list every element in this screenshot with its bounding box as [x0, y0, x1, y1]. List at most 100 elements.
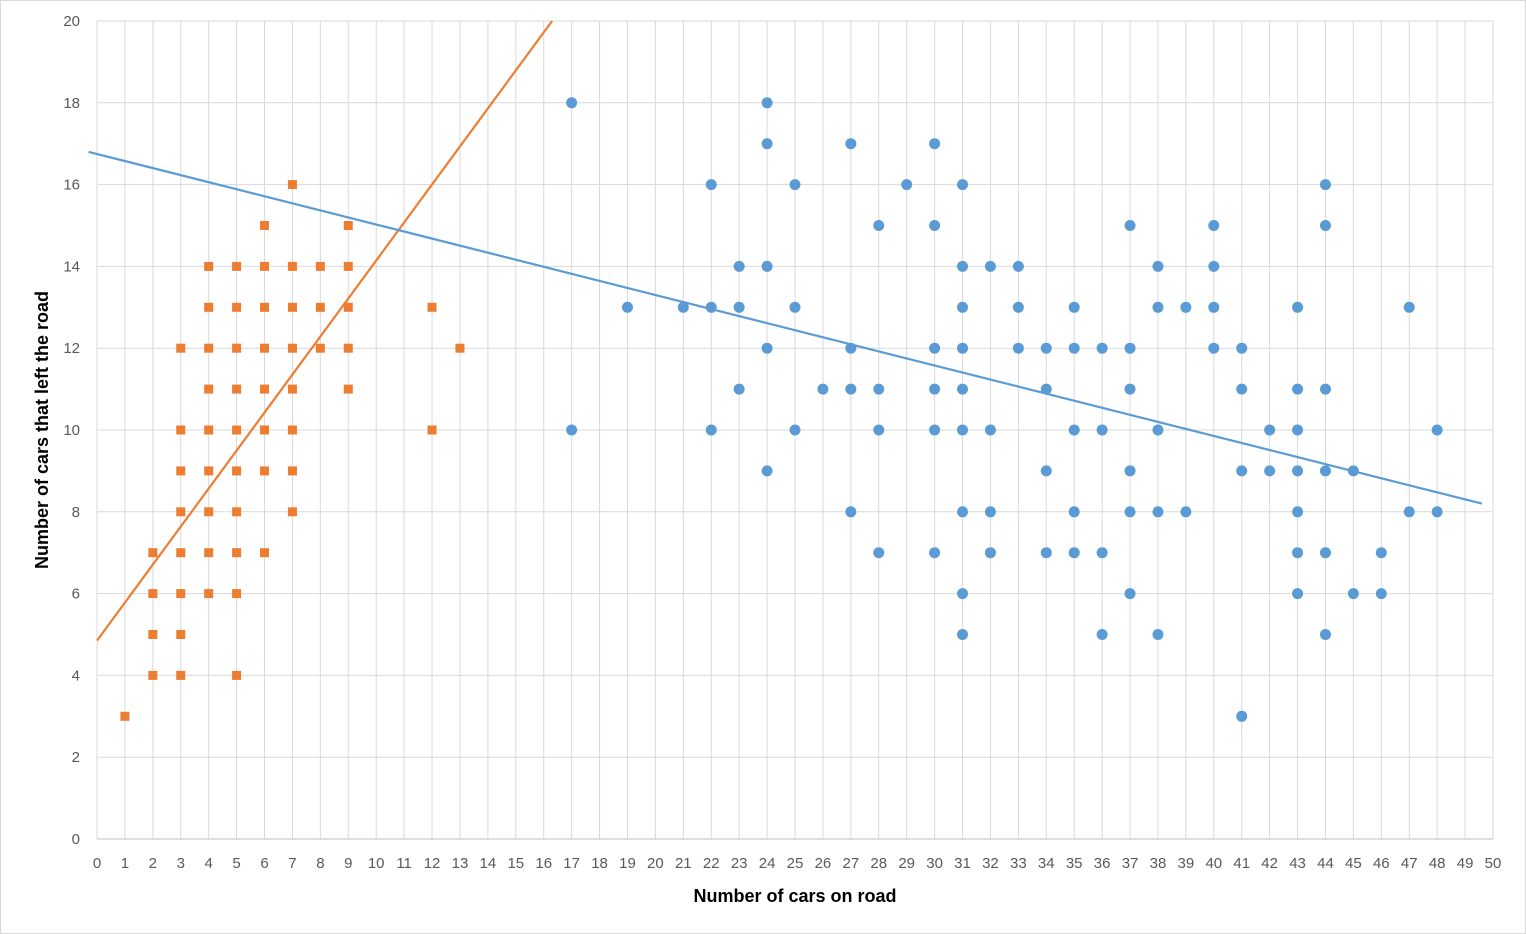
data-point-square — [204, 548, 214, 558]
data-point-square — [176, 466, 186, 476]
data-point-circle — [1068, 424, 1080, 436]
data-point-circle — [1208, 220, 1220, 231]
data-point-square — [260, 221, 270, 230]
data-point-square — [287, 302, 297, 312]
data-point-circle — [1152, 260, 1164, 272]
data-point-circle — [873, 547, 885, 559]
data-point-square — [260, 384, 270, 394]
x-tick-label: 11 — [396, 855, 412, 872]
data-point-square — [232, 466, 242, 476]
data-point-circle — [1124, 383, 1136, 395]
data-point-circle — [1403, 506, 1415, 518]
data-point-circle — [957, 629, 969, 640]
data-point-circle — [845, 506, 857, 518]
data-point-circle — [1292, 465, 1304, 477]
data-point-square — [232, 302, 242, 312]
data-point-circle — [1012, 260, 1024, 272]
data-point-square — [260, 425, 270, 435]
data-point-square — [204, 302, 214, 312]
data-point-square — [232, 507, 242, 517]
data-point-square — [148, 670, 158, 680]
data-point-circle — [957, 424, 969, 436]
data-point-circle — [1236, 465, 1248, 477]
data-point-circle — [957, 506, 969, 518]
data-point-circle — [1096, 342, 1108, 354]
data-point-circle — [789, 179, 801, 191]
data-point-circle — [733, 260, 745, 272]
data-point-square — [260, 343, 270, 353]
data-point-circle — [1292, 506, 1304, 518]
data-point-circle — [705, 179, 717, 191]
x-tick-label: 8 — [316, 855, 324, 872]
data-point-circle — [1012, 342, 1024, 354]
data-point-square — [148, 630, 158, 639]
y-tick-label: 12 — [63, 340, 80, 357]
x-tick-label: 50 — [1485, 855, 1502, 872]
x-axis-title: Number of cars on road — [693, 886, 896, 906]
x-tick-label: 10 — [368, 855, 385, 872]
data-point-circle — [957, 179, 969, 191]
data-point-square — [120, 711, 130, 721]
data-point-circle — [1068, 342, 1080, 354]
data-point-circle — [1152, 301, 1164, 313]
data-point-square — [287, 507, 297, 517]
x-tick-label: 1 — [121, 855, 129, 872]
data-point-circle — [761, 260, 773, 272]
data-point-circle — [1292, 301, 1304, 313]
data-point-circle — [957, 260, 969, 272]
data-point-circle — [1040, 547, 1052, 559]
data-point-square — [232, 261, 242, 271]
data-point-square — [260, 261, 270, 271]
x-tick-label: 14 — [480, 855, 497, 872]
data-point-circle — [929, 547, 941, 559]
data-point-square — [232, 425, 242, 435]
data-point-circle — [1403, 301, 1415, 313]
x-tick-label: 40 — [1205, 855, 1222, 872]
data-point-square — [176, 425, 186, 435]
data-point-circle — [1375, 547, 1387, 559]
trendline-1 — [88, 150, 1483, 505]
data-point-square — [204, 425, 214, 435]
x-tick-label: 16 — [535, 855, 552, 872]
x-tick-label: 13 — [452, 855, 469, 872]
data-point-circle — [1124, 588, 1136, 600]
data-point-circle — [873, 424, 885, 436]
data-point-square — [176, 343, 186, 353]
data-point-circle — [733, 383, 745, 395]
data-point-square — [204, 343, 214, 353]
data-point-circle — [1264, 424, 1276, 436]
data-point-square — [148, 548, 158, 558]
data-point-square — [455, 343, 465, 353]
data-point-circle — [677, 301, 689, 313]
data-point-circle — [984, 506, 996, 518]
data-point-circle — [1236, 342, 1248, 354]
data-point-circle — [873, 383, 885, 395]
y-tick-label: 8 — [72, 504, 80, 521]
x-tick-label: 9 — [344, 855, 352, 872]
data-point-circle — [1124, 342, 1136, 354]
data-point-square — [232, 384, 242, 394]
data-point-square — [287, 425, 297, 435]
x-tick-label: 32 — [982, 855, 999, 872]
x-tick-label: 44 — [1317, 855, 1334, 872]
data-point-circle — [1347, 465, 1359, 477]
data-point-circle — [1096, 629, 1108, 640]
x-tick-label: 36 — [1094, 855, 1111, 872]
x-tick-label: 20 — [647, 855, 664, 872]
x-tick-label: 48 — [1429, 855, 1446, 872]
data-point-circle — [566, 97, 578, 109]
data-point-square — [315, 302, 325, 312]
data-point-circle — [1124, 506, 1136, 518]
data-point-circle — [1319, 179, 1331, 191]
x-tick-label: 0 — [93, 855, 101, 872]
x-tick-label: 35 — [1066, 855, 1083, 872]
data-point-square — [232, 589, 242, 599]
data-point-square — [148, 589, 158, 599]
y-tick-label: 6 — [72, 586, 80, 603]
x-tick-label: 7 — [288, 855, 296, 872]
data-point-square — [204, 507, 214, 517]
data-point-circle — [1319, 547, 1331, 559]
data-point-circle — [1264, 465, 1276, 477]
data-point-square — [287, 343, 297, 353]
data-point-circle — [761, 342, 773, 354]
